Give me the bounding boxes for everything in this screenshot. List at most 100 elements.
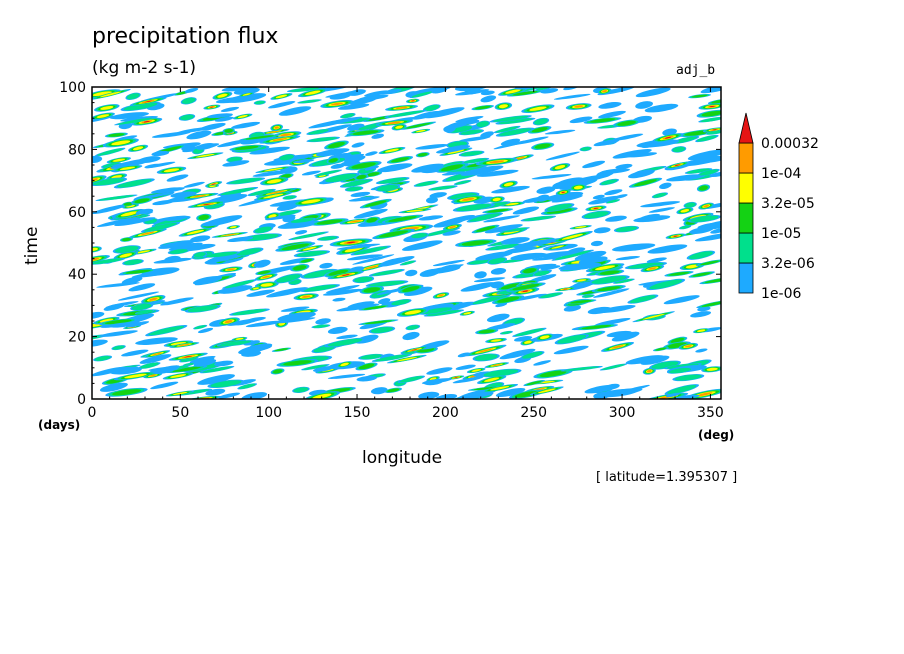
precip-cell — [490, 267, 507, 275]
precip-cell — [617, 120, 636, 126]
precip-cell — [635, 87, 671, 98]
precip-cell — [280, 306, 310, 312]
precip-cell — [123, 102, 158, 111]
precip-cell — [680, 209, 690, 213]
precip-cell — [217, 285, 253, 294]
precip-cell — [593, 207, 599, 209]
precip-cell — [134, 198, 150, 204]
precip-cell — [303, 364, 328, 370]
precip-cell — [135, 208, 154, 215]
precip-cell — [486, 323, 516, 331]
precip-cell — [99, 382, 128, 392]
precip-cell — [181, 144, 196, 152]
precip-cell — [322, 288, 363, 296]
precip-cell — [458, 392, 494, 399]
precip-cell — [604, 189, 623, 196]
latitude-note: [ latitude=1.395307 ] — [596, 470, 738, 485]
run-label: adj_b — [676, 63, 716, 78]
precip-cell — [672, 146, 686, 153]
precip-cell — [539, 370, 567, 378]
precip-cell — [491, 185, 530, 194]
precip-cell — [375, 354, 409, 362]
precip-cell — [473, 386, 499, 391]
precip-cell — [206, 113, 233, 119]
precip-cell — [217, 139, 249, 148]
precip-cell — [289, 87, 320, 92]
precip-cell — [454, 377, 458, 378]
precip-cell — [224, 280, 255, 289]
precip-cell — [303, 284, 337, 292]
precip-cell — [272, 369, 283, 374]
precip-cell — [531, 255, 563, 261]
precip-cell — [112, 345, 125, 350]
precip-cell — [254, 100, 265, 105]
precip-cell — [328, 158, 338, 163]
precip-cell — [696, 135, 717, 142]
precip-cell — [651, 361, 679, 369]
precip-cell — [125, 321, 150, 328]
precip-cell — [365, 151, 378, 156]
precip-cell — [205, 251, 238, 258]
precip-cell — [426, 367, 453, 375]
precip-cell — [387, 110, 424, 118]
precip-cell — [277, 312, 316, 322]
precip-cell — [140, 362, 159, 369]
x-tick-label: 300 — [609, 405, 636, 421]
precip-cell — [582, 160, 606, 169]
precip-cell — [322, 116, 363, 126]
precip-cell — [495, 126, 519, 133]
precip-cell — [197, 374, 235, 385]
precip-cell — [648, 207, 675, 213]
precip-cell — [633, 215, 671, 223]
precip-cell — [460, 165, 504, 176]
precip-cell — [316, 219, 343, 225]
colorbar-label: 1e-04 — [761, 166, 801, 182]
precip-cell — [135, 337, 178, 345]
precip-cell — [697, 392, 713, 397]
precip-cell — [121, 349, 149, 357]
precip-cell — [184, 355, 193, 358]
precip-cell — [354, 276, 373, 283]
precip-cell — [293, 265, 307, 271]
precipitation-field — [92, 87, 721, 399]
precip-cell — [202, 366, 232, 373]
x-tick-label: 150 — [344, 405, 371, 421]
precip-cell — [119, 253, 133, 258]
precip-cell — [426, 196, 438, 204]
precip-cell — [430, 185, 456, 191]
precip-cell — [433, 218, 465, 228]
precip-cell — [264, 214, 296, 221]
precip-cell — [112, 389, 141, 396]
precip-cell — [685, 264, 699, 269]
precip-cell — [148, 297, 158, 301]
precip-cell — [229, 177, 262, 184]
y-axis-unit: (days) — [38, 418, 81, 432]
precip-cell — [457, 352, 471, 358]
precip-cell — [694, 232, 721, 242]
precip-cell — [242, 233, 279, 241]
precip-cell — [363, 305, 386, 310]
precip-cell — [410, 87, 452, 95]
precip-cell — [98, 195, 135, 201]
precip-cell — [294, 230, 308, 235]
precip-cell — [700, 117, 721, 123]
precip-cell — [503, 182, 514, 187]
precip-cell — [512, 283, 540, 291]
precip-cell — [474, 354, 498, 361]
precip-cell — [395, 106, 408, 110]
precip-cell — [111, 140, 131, 146]
precip-cell — [303, 269, 336, 278]
precip-cell — [399, 376, 423, 383]
precip-cell — [276, 203, 299, 211]
precip-cell — [593, 227, 611, 234]
precip-cell — [344, 91, 357, 96]
precip-cell — [563, 288, 568, 290]
precip-cell — [301, 199, 321, 204]
precip-cell — [153, 257, 192, 264]
precip-cell — [426, 310, 462, 316]
precip-cell — [245, 135, 274, 140]
precip-cell — [476, 169, 519, 177]
precip-cell — [117, 179, 152, 188]
precip-cell — [227, 156, 242, 162]
precip-cell — [420, 166, 447, 174]
